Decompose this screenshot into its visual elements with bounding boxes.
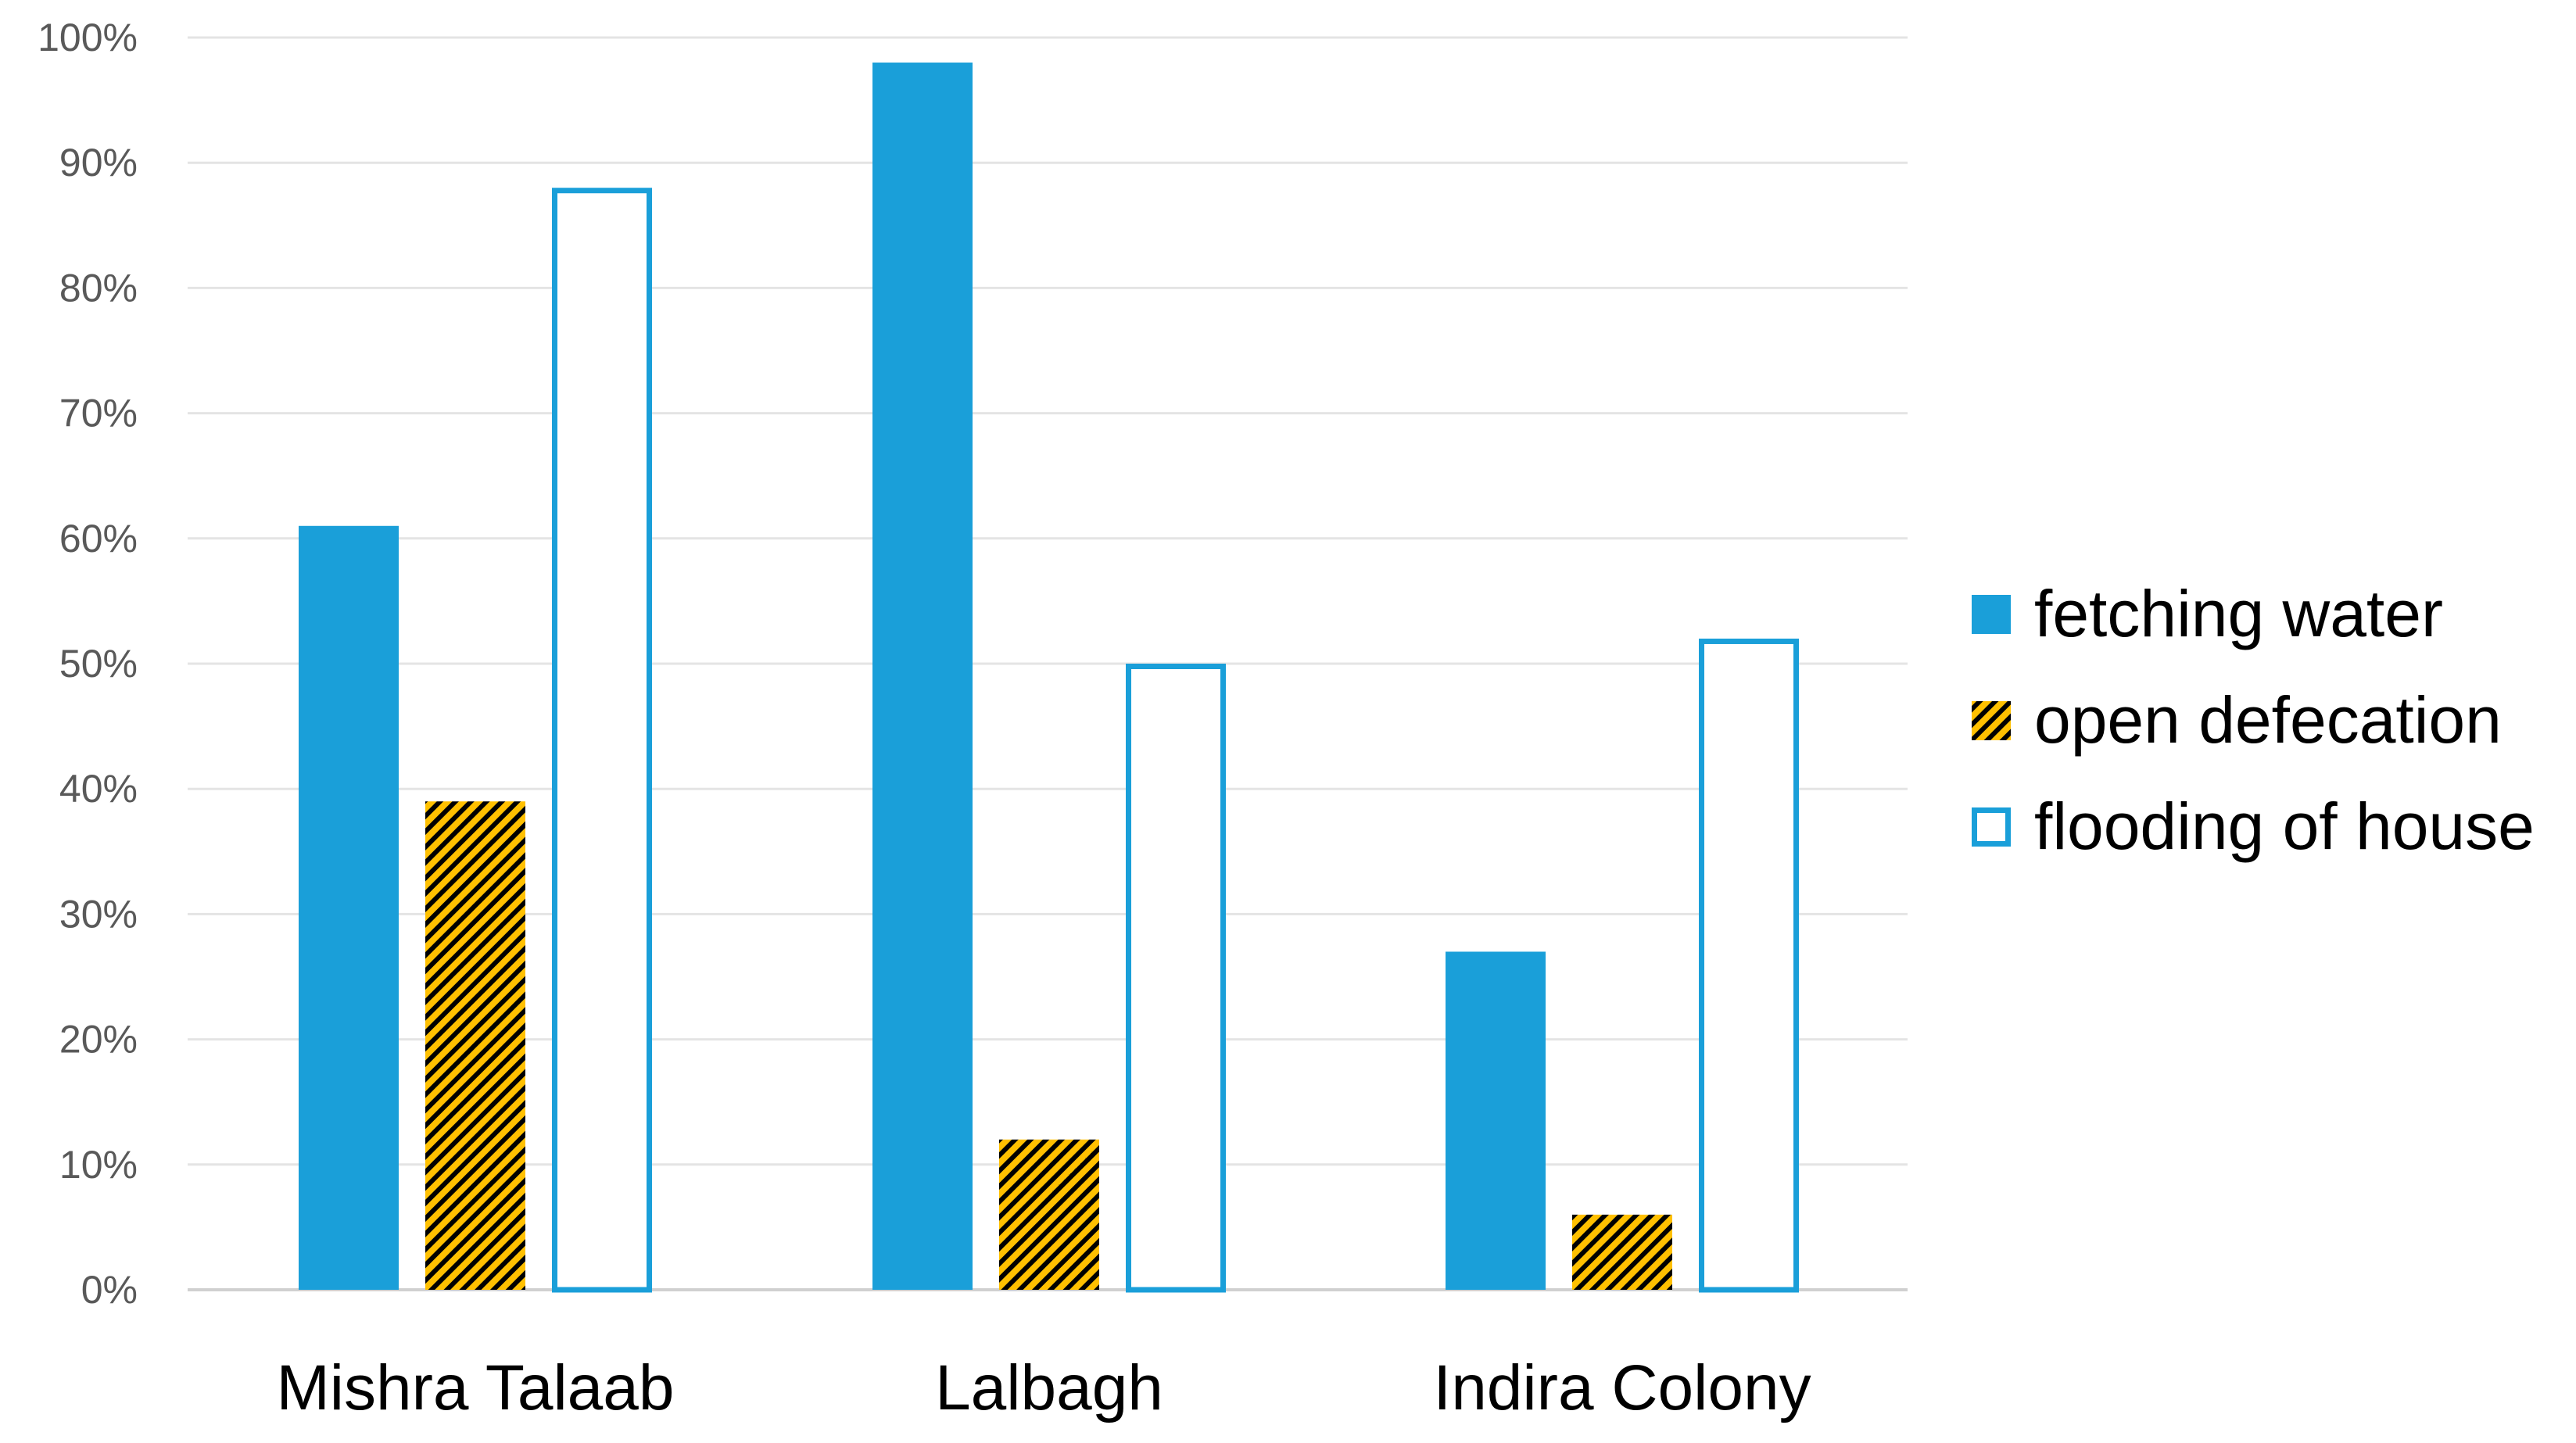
y-tick-label: 70% <box>59 392 138 435</box>
bar-fetching-water <box>1446 951 1546 1290</box>
bar-open-defecation <box>425 801 525 1290</box>
legend: fetching water open defecation flooding of… <box>1972 577 2535 863</box>
x-category-label: Lalbagh <box>935 1352 1163 1423</box>
legend-swatch-hatched <box>1972 701 2011 740</box>
y-tick-label: 20% <box>59 1018 138 1062</box>
y-tick-label: 30% <box>59 892 138 936</box>
legend-label: fetching water <box>2034 577 2443 650</box>
legend-swatch-outline <box>1972 807 2011 847</box>
legend-label: open defecation <box>2034 683 2502 757</box>
bar-fetching-water <box>299 525 399 1290</box>
legend-label: flooding of house <box>2034 790 2535 863</box>
y-tick-label: 50% <box>59 642 138 686</box>
y-tick-label: 0% <box>81 1268 138 1312</box>
y-tick-label: 40% <box>59 767 138 811</box>
y-axis-tick-labels: 0% 10% 20% 30% 40% 50% 60% 70% 80% 90% 100% <box>38 16 138 1312</box>
x-category-label: Mishra Talaab <box>277 1352 675 1423</box>
bar-open-defecation <box>999 1139 1099 1290</box>
bar-flooding-of-house <box>1699 638 1799 1293</box>
y-tick-label: 10% <box>59 1143 138 1187</box>
y-tick-label: 80% <box>59 266 138 310</box>
y-tick-label: 60% <box>59 517 138 560</box>
x-axis-category-labels: Mishra Talaab Lalbagh Indira Colony <box>277 1352 1811 1423</box>
bar-open-defecation <box>1572 1214 1672 1290</box>
bars <box>299 63 1799 1293</box>
bar-flooding-of-house <box>1126 664 1226 1293</box>
bar-flooding-of-house <box>552 188 652 1293</box>
bar-fetching-water <box>872 63 973 1290</box>
x-category-label: Indira Colony <box>1433 1352 1811 1423</box>
y-tick-label: 90% <box>59 141 138 184</box>
y-tick-label: 100% <box>38 16 138 59</box>
legend-swatch-solid <box>1972 595 2011 634</box>
